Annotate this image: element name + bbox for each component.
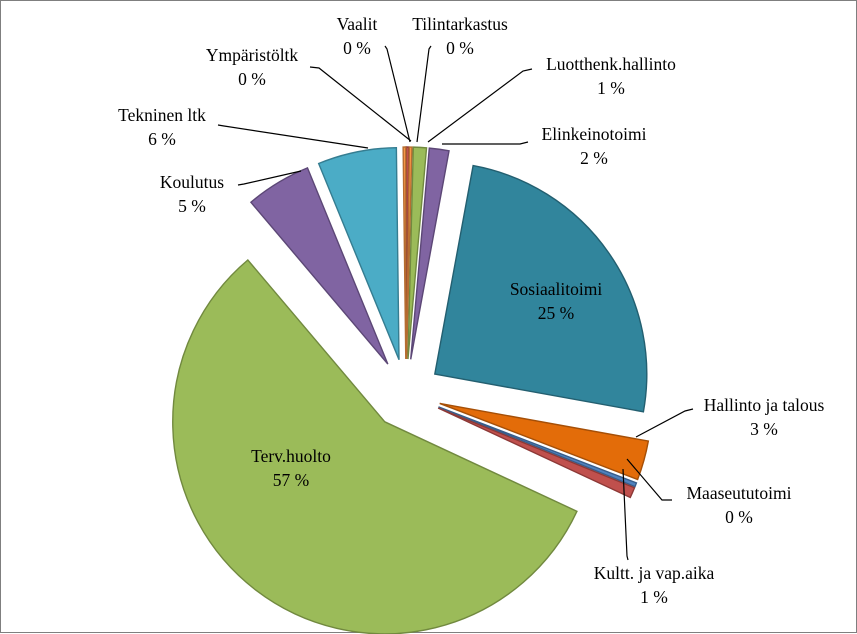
slice-label-tilintarkastus: Tilintarkastus (412, 14, 508, 34)
slice-label-ymparistoltk: Ympäristöltk (206, 45, 299, 65)
slice-percent-sosiaalitoimi: 25 % (538, 303, 574, 323)
leader-line-tilintarkastus (416, 45, 432, 143)
labels-layer: Vaalit 0 % Tilintarkastus 0 % Luotthenk.hall… (118, 14, 824, 607)
slice-percent-hallinto-ja-talous: 3 % (750, 419, 778, 439)
slice-label-luotthenk-hallinto: Luotthenk.hallinto (546, 54, 676, 74)
slice-percent-vaalit: 0 % (343, 38, 371, 58)
slice-percent-ymparistoltk: 0 % (238, 69, 266, 89)
slice-percent-terv-huolto: 57 % (273, 470, 309, 490)
leaders-layer (217, 45, 694, 561)
slice-label-sosiaalitoimi: Sosiaalitoimi (510, 279, 603, 299)
pie-slice-sosiaalitoimi (433, 164, 648, 413)
slice-percent-luotthenk-hallinto: 1 % (597, 78, 625, 98)
leader-line-vaalit (384, 45, 411, 143)
slice-label-maaseututoimi: Maaseututoimi (687, 483, 792, 503)
pie-slice-hallinto-ja-talous (439, 402, 650, 481)
pie-slice-luotthenk-hallinto (407, 146, 428, 360)
pie-slice-maaseututoimi (438, 406, 638, 488)
leader-line-tekninen-ltk (217, 124, 369, 149)
slice-label-terv-huolto: Terv.huolto (251, 446, 331, 466)
slice-percent-maaseututoimi: 0 % (725, 507, 753, 527)
slice-label-koulutus: Koulutus (160, 172, 224, 192)
pie-slice-tilintarkastus (405, 146, 413, 360)
slice-label-vaalit: Vaalit (337, 14, 378, 34)
slice-percent-tilintarkastus: 0 % (446, 38, 474, 58)
leader-line-kultt-ja-vap-aika (622, 468, 629, 561)
leader-line-elinkeinotoimi (442, 141, 529, 145)
pie-slice-tekninen-ltk (317, 147, 400, 360)
leader-line-ymparistoltk (309, 66, 412, 142)
slice-label-hallinto-ja-talous: Hallinto ja talous (704, 395, 825, 415)
pie-slice-terv-huolto (172, 259, 578, 634)
slice-percent-kultt-ja-vap-aika: 1 % (640, 587, 668, 607)
slice-label-elinkeinotoimi: Elinkeinotoimi (542, 124, 647, 144)
slice-label-kultt-ja-vap-aika: Kultt. ja vap.aika (594, 563, 715, 583)
leader-line-luotthenk-hallinto (427, 68, 533, 143)
pie-slice-elinkeinotoimi (410, 147, 450, 360)
slice-percent-elinkeinotoimi: 2 % (580, 148, 608, 168)
leader-line-koulutus (237, 170, 302, 186)
pie-slice-ymparistoltk (402, 146, 407, 360)
pie-slice-koulutus (249, 166, 389, 365)
leader-line-maaseututoimi (626, 458, 672, 501)
slice-percent-koulutus: 5 % (178, 196, 206, 216)
slices-layer (172, 146, 650, 634)
pie-slice-kultt-ja-vap-aika (437, 407, 636, 499)
slice-label-tekninen-ltk: Tekninen ltk (118, 105, 206, 125)
leader-line-hallinto-ja-talous (635, 408, 694, 438)
slice-percent-tekninen-ltk: 6 % (148, 129, 176, 149)
